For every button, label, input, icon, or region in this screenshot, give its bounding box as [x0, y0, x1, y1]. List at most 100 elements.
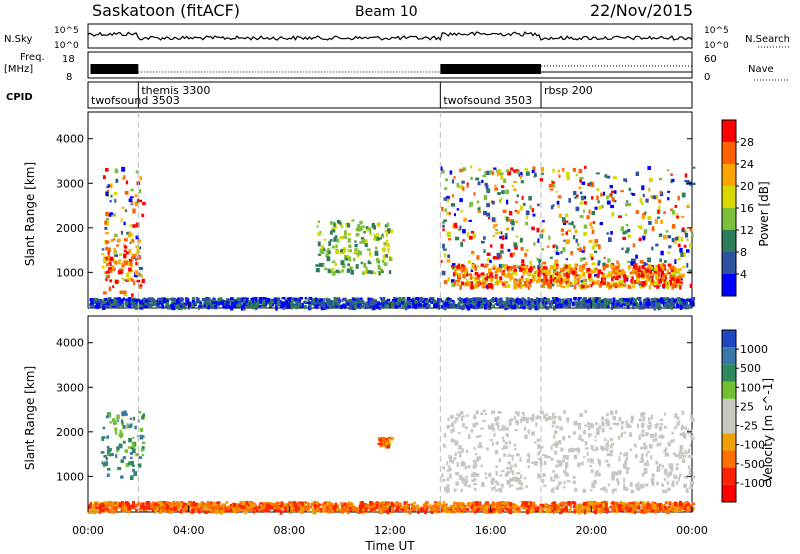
range-cell — [571, 221, 574, 226]
range-cell — [624, 283, 627, 288]
range-cell — [658, 205, 661, 210]
range-cell — [521, 264, 525, 267]
range-cell — [124, 260, 128, 266]
range-cell — [631, 297, 634, 301]
range-cell — [654, 270, 657, 274]
range-cell — [130, 201, 134, 204]
range-cell — [105, 277, 108, 281]
range-cell — [351, 219, 355, 222]
range-cell — [186, 301, 189, 305]
range-cell — [687, 502, 690, 506]
range-cell — [359, 220, 363, 224]
range-cell — [679, 500, 682, 505]
range-cell — [108, 508, 113, 514]
range-cell — [664, 303, 667, 308]
range-cell — [674, 425, 677, 429]
range-cell — [187, 502, 190, 506]
range-cell — [112, 213, 116, 217]
range-cell — [543, 303, 546, 308]
range-cell — [294, 297, 298, 301]
range-cell — [112, 258, 115, 264]
range-cell — [349, 300, 353, 305]
range-cell — [506, 505, 510, 511]
range-cell — [353, 506, 356, 510]
range-cell — [173, 301, 178, 305]
range-cell — [602, 279, 606, 283]
range-cell — [574, 487, 578, 492]
range-cell — [241, 501, 245, 506]
range-cell — [200, 502, 204, 508]
range-cell — [531, 303, 535, 306]
range-cell — [472, 472, 476, 477]
range-cell — [94, 297, 98, 302]
range-cell — [568, 264, 572, 267]
range-cell — [135, 235, 139, 240]
range-cell — [519, 267, 523, 272]
range-cell — [216, 304, 220, 307]
range-cell — [681, 227, 685, 230]
range-cell — [456, 208, 460, 211]
range-cell — [546, 305, 549, 310]
range-cell — [516, 210, 520, 215]
range-cell — [653, 503, 656, 506]
range-cell — [567, 435, 571, 439]
range-cell — [544, 454, 548, 458]
range-cell — [436, 300, 439, 305]
range-cell — [444, 187, 448, 190]
range-cell — [641, 280, 646, 284]
range-cell — [664, 279, 668, 284]
range-cell — [636, 275, 639, 278]
range-cell — [147, 297, 151, 302]
range-cell — [455, 471, 460, 476]
range-cell — [347, 263, 351, 267]
range-cell — [583, 224, 588, 229]
range-cell — [459, 198, 463, 203]
range-cell — [509, 466, 512, 471]
range-cell — [124, 449, 128, 453]
range-cell — [474, 282, 478, 286]
range-cell — [315, 268, 320, 273]
range-cell — [605, 459, 609, 463]
range-cell — [116, 302, 120, 308]
range-cell — [630, 278, 633, 283]
range-cell — [178, 304, 183, 308]
range-cell — [506, 274, 511, 278]
range-cell — [151, 501, 156, 505]
range-cell — [510, 484, 514, 487]
range-cell — [488, 507, 492, 512]
range-cell — [364, 239, 368, 243]
range-cell — [131, 293, 134, 297]
range-cell — [636, 297, 639, 300]
range-cell — [650, 301, 654, 305]
range-cell — [665, 297, 670, 300]
range-cell — [461, 180, 465, 184]
range-cell — [459, 505, 464, 508]
range-cell — [552, 204, 555, 207]
range-cell — [624, 452, 629, 457]
range-cell — [607, 483, 611, 487]
range-cell — [618, 283, 621, 288]
range-cell — [635, 453, 638, 459]
range-cell — [451, 203, 455, 207]
range-cell — [518, 480, 522, 485]
range-cell — [92, 504, 97, 510]
range-cell — [684, 180, 687, 182]
range-cell — [466, 509, 470, 513]
range-cell — [583, 246, 586, 251]
range-cell — [601, 428, 605, 433]
range-cell — [490, 479, 494, 485]
range-cell — [154, 301, 157, 306]
range-cell — [610, 263, 613, 268]
range-cell — [140, 274, 143, 278]
range-cell — [133, 256, 136, 259]
range-cell — [592, 297, 596, 302]
range-cell — [324, 267, 328, 271]
range-cell — [546, 456, 551, 459]
range-cell — [309, 297, 312, 300]
range-cell — [598, 244, 601, 250]
range-cell — [282, 297, 286, 300]
range-cell — [352, 301, 357, 306]
range-cell — [499, 505, 503, 510]
range-cell — [333, 507, 336, 512]
range-cell — [105, 211, 110, 217]
